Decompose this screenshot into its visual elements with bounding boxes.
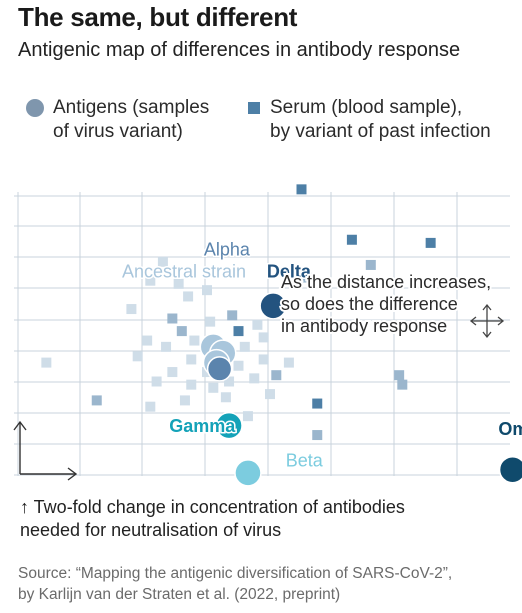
serum-point (183, 291, 194, 302)
antigen-point-omicron (498, 455, 522, 484)
legend-item-antigens: Antigens (samples of virus variant) (26, 96, 209, 144)
variant-label-alpha: Alpha (204, 240, 251, 260)
variant-label-gamma: Gamma (169, 416, 236, 436)
serum-point (91, 395, 102, 406)
legend-item-serum: Serum (blood sample), by variant of past… (248, 96, 491, 144)
serum-point (224, 376, 235, 387)
chart-title: The same, but different (18, 2, 298, 32)
legend-label-serum: Serum (blood sample), by variant of past… (270, 97, 491, 142)
serum-points (41, 184, 436, 441)
variant-label-omicron: Omicron (498, 419, 522, 439)
serum-point (208, 382, 219, 393)
serum-point (41, 357, 52, 368)
distance-annotation: As the distance increases, so does the di… (281, 272, 491, 336)
serum-point (126, 304, 137, 315)
serum-point (167, 313, 178, 324)
serum-point (239, 341, 250, 352)
scale-key-up-arrowhead (13, 420, 27, 431)
serum-point (205, 316, 216, 327)
serum-point (425, 237, 436, 248)
serum-point (296, 184, 307, 195)
variant-label-delta: Delta (267, 262, 312, 282)
chart-subtitle: Antigenic map of differences in antibody… (18, 39, 461, 61)
serum-point (365, 259, 376, 270)
antigen-point-alpha (206, 356, 233, 382)
source-note: Source: “Mapping the antigenic diversifi… (18, 565, 453, 603)
serum-point (186, 354, 197, 365)
antigen-point-beta (234, 459, 262, 487)
circle-icon (26, 99, 44, 117)
antigen-points (199, 292, 522, 487)
serum-point (132, 351, 143, 362)
antigen-point-gamma (215, 411, 243, 440)
serum-point (346, 234, 357, 245)
serum-point (312, 430, 323, 441)
serum-point (167, 367, 178, 378)
serum-point (186, 379, 197, 390)
serum-point (220, 392, 231, 403)
serum-point (202, 285, 212, 296)
variant-label-beta: Beta (286, 451, 324, 471)
serum-point (145, 401, 156, 412)
serum-point (258, 332, 269, 343)
serum-point (189, 335, 200, 346)
four-way-arrow-icon (469, 303, 505, 339)
serum-point (151, 376, 162, 387)
serum-point (161, 341, 172, 352)
serum-point (233, 326, 244, 337)
serum-point (394, 370, 405, 381)
grid (14, 192, 510, 476)
serum-point (173, 278, 184, 289)
antigen-point-delta (259, 292, 287, 320)
serum-point (142, 335, 153, 346)
serum-point (249, 373, 260, 384)
serum-point (157, 256, 168, 267)
serum-point (302, 272, 313, 283)
serum-point (242, 411, 253, 422)
serum-point (312, 398, 323, 409)
serum-point (145, 275, 156, 286)
serum-point (283, 357, 294, 368)
serum-point (258, 354, 269, 365)
scale-key-right-arrowhead (67, 467, 78, 481)
serum-point (179, 395, 190, 406)
variant-label-ancestral: Ancestral strain (122, 262, 246, 282)
scale-note: ↑ Two-fold change in concentration of an… (20, 497, 405, 540)
serum-point (271, 370, 282, 381)
serum-point (227, 310, 238, 321)
square-icon (248, 102, 260, 114)
serum-point (252, 319, 263, 330)
serum-point (233, 360, 244, 371)
legend-label-antigens: Antigens (samples of virus variant) (53, 97, 210, 142)
scale-key (13, 420, 78, 481)
serum-point (176, 326, 187, 337)
serum-point (265, 389, 275, 400)
serum-point (397, 379, 408, 390)
